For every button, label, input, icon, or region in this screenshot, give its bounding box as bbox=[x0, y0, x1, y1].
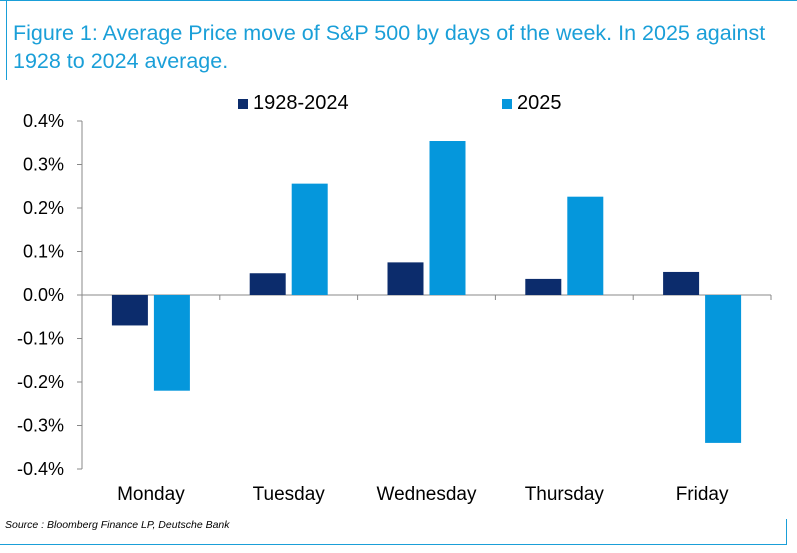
legend-label-series-1: 1928-2024 bbox=[253, 92, 349, 114]
bar-1-thursday bbox=[525, 278, 562, 295]
bar-1-wednesday bbox=[387, 262, 424, 295]
bar-2-wednesday bbox=[429, 141, 466, 295]
legend-item-series-1: 1928-2024 bbox=[238, 92, 349, 115]
y-tick-label: 0.4% bbox=[23, 111, 64, 131]
legend-swatch-series-1 bbox=[238, 98, 248, 109]
chart-title: Figure 1: Average Price move of S&P 500 … bbox=[13, 21, 766, 73]
y-tick-label: -0.2% bbox=[17, 372, 64, 392]
y-tick-label: 0.2% bbox=[23, 198, 64, 218]
legend-label-series-2: 2025 bbox=[517, 92, 562, 114]
bar-2-thursday bbox=[567, 196, 604, 295]
x-category-label: Thursday bbox=[525, 484, 605, 505]
y-tick-label: -0.3% bbox=[17, 416, 64, 436]
legend-swatch-series-2 bbox=[502, 98, 512, 109]
y-tick-label: 0.0% bbox=[23, 285, 64, 305]
y-tick-label: -0.1% bbox=[17, 329, 64, 349]
y-tick-label: 0.3% bbox=[23, 155, 64, 175]
frame-bottom-rule bbox=[0, 544, 787, 545]
frame-right-rule bbox=[786, 519, 787, 544]
y-tick-label: 0.1% bbox=[23, 242, 64, 262]
frame-left-rule bbox=[6, 0, 7, 80]
x-category-label: Friday bbox=[676, 484, 729, 505]
frame-top-rule bbox=[0, 0, 797, 1]
legend-item-series-2: 2025 bbox=[502, 92, 562, 115]
x-category-label: Wednesday bbox=[377, 484, 477, 505]
x-category-label: Tuesday bbox=[253, 484, 326, 505]
y-tick-label: -0.4% bbox=[17, 459, 64, 479]
bar-2-monday bbox=[153, 295, 190, 391]
source-note: Source : Bloomberg Finance LP, Deutsche … bbox=[5, 519, 230, 531]
bar-2-friday bbox=[705, 295, 742, 443]
bar-1-tuesday bbox=[249, 273, 286, 295]
x-category-label: Monday bbox=[117, 484, 185, 505]
bar-1-friday bbox=[663, 271, 700, 295]
bar-1-monday bbox=[111, 295, 148, 326]
bar-2-tuesday bbox=[291, 183, 328, 295]
